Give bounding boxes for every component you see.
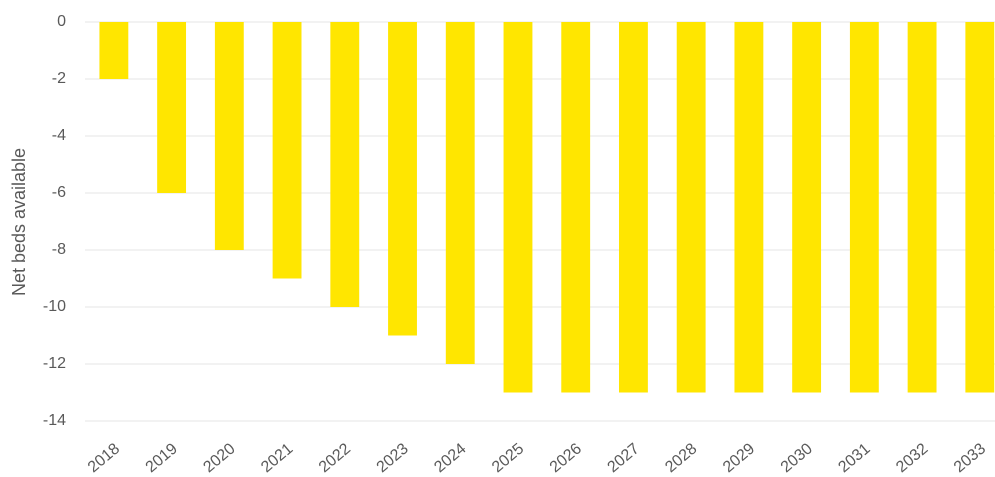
x-tick-label: 2024 — [431, 440, 469, 476]
bar — [561, 22, 591, 393]
y-tick-label: -6 — [52, 184, 66, 201]
x-tick-label: 2023 — [374, 440, 412, 476]
y-tick-label: -10 — [43, 298, 66, 315]
x-tick-label: 2026 — [547, 440, 585, 476]
bar — [792, 22, 822, 393]
bar — [99, 22, 129, 79]
x-tick-label: 2029 — [720, 440, 758, 476]
bar — [214, 22, 244, 250]
x-tick-label: 2032 — [893, 440, 931, 476]
y-tick-label: -12 — [43, 355, 66, 372]
bar — [676, 22, 706, 393]
y-tick-label: 0 — [57, 13, 66, 30]
y-tick-label: -8 — [52, 241, 66, 258]
bar — [619, 22, 648, 393]
bar — [272, 22, 302, 279]
bar — [965, 22, 995, 393]
x-tick-label: 2028 — [662, 440, 700, 476]
y-tick-label: -2 — [52, 70, 66, 87]
bar — [907, 22, 937, 393]
x-tick-label: 2030 — [778, 440, 816, 476]
y-tick-label: -4 — [52, 127, 66, 144]
bar — [849, 22, 879, 393]
bar — [503, 22, 533, 393]
y-axis-label: Net beds available — [9, 148, 29, 296]
x-tick-label: 2021 — [258, 440, 296, 476]
bar — [734, 22, 764, 393]
bar — [388, 22, 417, 336]
x-tick-label: 2027 — [605, 440, 643, 476]
x-tick-label: 2025 — [489, 440, 527, 476]
bar — [330, 22, 360, 307]
bar — [157, 22, 187, 193]
x-tick-label: 2033 — [951, 440, 989, 476]
x-tick-label: 2031 — [835, 440, 873, 476]
x-tick-label: 2020 — [200, 440, 238, 476]
x-tick-label: 2019 — [143, 440, 181, 476]
y-tick-label: -14 — [43, 412, 66, 429]
x-tick-label: 2018 — [85, 440, 123, 476]
bar — [445, 22, 475, 364]
x-tick-label: 2022 — [316, 440, 354, 476]
